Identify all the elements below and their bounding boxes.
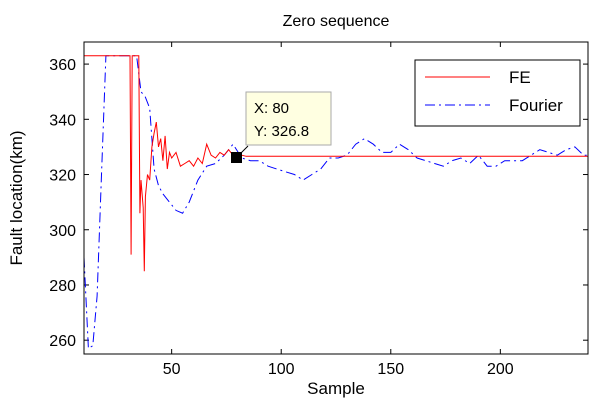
x-tick-label: 100 (268, 361, 295, 378)
x-tick-label: 200 (487, 361, 514, 378)
data-tip[interactable]: X: 80 Y: 326.8 (231, 91, 332, 163)
chart-title: Zero sequence (283, 13, 390, 30)
y-tick-label: 360 (49, 57, 76, 74)
x-axis-label: Sample (307, 379, 365, 398)
y-tick-label: 320 (49, 168, 76, 185)
series-layer (84, 55, 588, 350)
x-tick-label: 150 (377, 361, 404, 378)
y-axis-label: Fault location(km) (7, 130, 26, 265)
data-tip-y-text: Y: 326.8 (254, 123, 309, 140)
legend-label-fourier: Fourier (509, 96, 563, 115)
y-tick-label: 340 (49, 112, 76, 129)
legend-label-fe: FE (509, 68, 531, 87)
axes-frame (83, 41, 589, 355)
data-tip-box (245, 91, 332, 146)
legend-box (414, 59, 581, 127)
series-line-fe (84, 55, 588, 272)
legend: FE Fourier (414, 59, 581, 127)
y-tick-label: 300 (49, 223, 76, 240)
axis-ticks: 50 100 150 200 260 280 300 320 340 360 (49, 42, 588, 378)
y-tick-label: 280 (49, 278, 76, 295)
data-tip-x-text: X: 80 (254, 100, 289, 117)
x-tick-label: 50 (163, 361, 181, 378)
y-tick-label: 260 (49, 333, 76, 350)
data-tip-marker[interactable] (231, 152, 242, 163)
